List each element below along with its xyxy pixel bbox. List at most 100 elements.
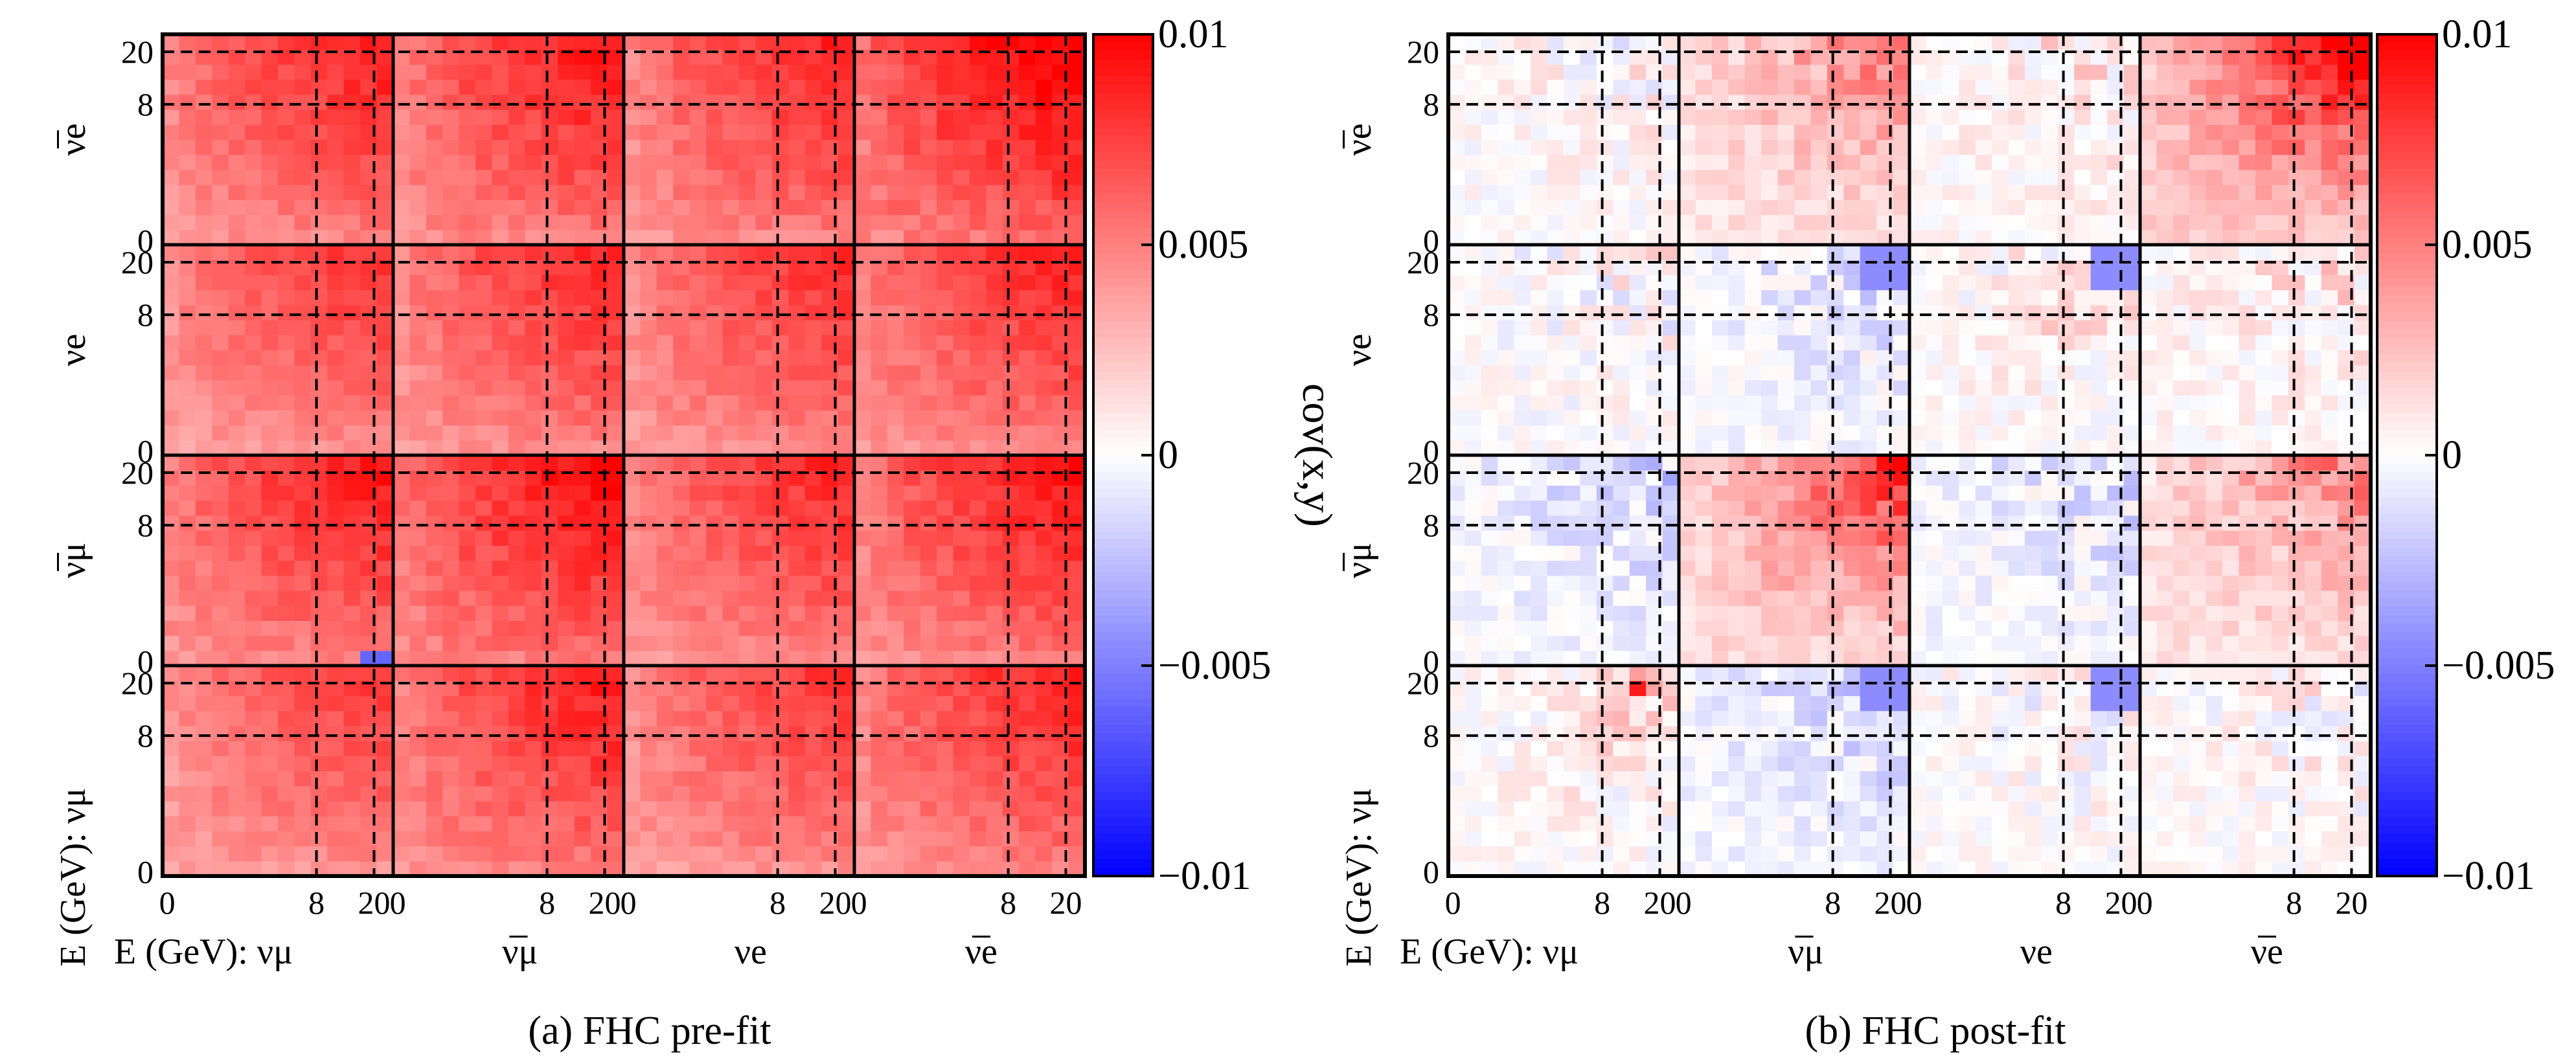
- heatmap-cell: [228, 741, 245, 756]
- heatmap-cell: [722, 440, 740, 456]
- heatmap-cell: [508, 275, 526, 291]
- heatmap-cell: [442, 785, 460, 802]
- heatmap-cell: [1465, 275, 1482, 291]
- heatmap-cell: [2255, 229, 2273, 245]
- heatmap-cell: [689, 771, 707, 787]
- heatmap-cell: [1679, 79, 1696, 95]
- heatmap-cell: [327, 605, 345, 621]
- heatmap-cell: [904, 681, 921, 697]
- heatmap-cell: [854, 515, 872, 531]
- heatmap-cell: [2189, 365, 2207, 381]
- heatmap-cell: [656, 816, 674, 831]
- heatmap-cell: [739, 109, 757, 125]
- heatmap-cell: [163, 575, 180, 591]
- heatmap-cell: [887, 756, 904, 772]
- heatmap-cell: [1942, 350, 1959, 366]
- heatmap-cell: [1068, 530, 1086, 546]
- heatmap-cell: [2272, 350, 2289, 366]
- heatmap-cell: [607, 530, 624, 546]
- heatmap-cell: [2123, 214, 2141, 231]
- heatmap-cell: [904, 425, 921, 441]
- heatmap-cell: [525, 575, 542, 591]
- heatmap-cell: [393, 620, 411, 636]
- heatmap-cell: [1761, 350, 1779, 366]
- heatmap-cell: [1695, 154, 1713, 170]
- heatmap-cell: [1794, 79, 1812, 95]
- heatmap-cell: [607, 831, 624, 847]
- heatmap-cell: [278, 379, 295, 396]
- heatmap-cell: [1481, 320, 1498, 335]
- heatmap-cell: [2354, 109, 2371, 125]
- heatmap-cell: [937, 635, 954, 651]
- heatmap-cell: [245, 124, 262, 141]
- heatmap-cell: [656, 64, 674, 80]
- heatmap-cell: [986, 395, 1003, 411]
- heatmap-cell: [2206, 79, 2223, 95]
- heatmap-cell: [1448, 139, 1466, 155]
- heatmap-cell: [953, 425, 970, 441]
- colorbar-step: [1093, 430, 1153, 439]
- heatmap-cell: [343, 335, 361, 351]
- heatmap-cell: [2189, 199, 2207, 216]
- heatmap-cell: [1481, 79, 1498, 95]
- heatmap-cell: [1860, 229, 1877, 245]
- heatmap-cell: [970, 440, 987, 456]
- heatmap-cell: [1629, 410, 1647, 426]
- heatmap-cell: [179, 861, 196, 877]
- heatmap-cell: [2041, 410, 2058, 426]
- heatmap-cell: [1613, 440, 1630, 456]
- heatmap-cell: [1514, 545, 1531, 561]
- heatmap-cell: [1002, 275, 1020, 291]
- heatmap-cell: [195, 741, 212, 756]
- heatmap-cell: [2140, 109, 2158, 125]
- heatmap-cell: [2206, 139, 2223, 155]
- heatmap-cell: [409, 681, 427, 697]
- heatmap-cell: [656, 350, 674, 366]
- heatmap-cell: [739, 635, 757, 651]
- heatmap-cell: [838, 365, 855, 381]
- heatmap-cell: [294, 785, 312, 802]
- colorbar-step: [1093, 312, 1153, 321]
- heatmap-cell: [1465, 545, 1482, 561]
- heatmap-cell: [442, 695, 460, 712]
- heatmap-cell: [2057, 335, 2075, 351]
- heatmap-cell: [492, 34, 509, 50]
- heatmap-cell: [2321, 320, 2338, 335]
- heatmap-cell: [722, 289, 740, 306]
- heatmap-cell: [278, 831, 295, 847]
- heatmap-cell: [2305, 34, 2322, 50]
- heatmap-cell: [475, 425, 493, 441]
- heatmap-cell: [541, 635, 558, 651]
- heatmap-cell: [2156, 34, 2174, 50]
- heatmap-cell: [459, 470, 476, 486]
- heatmap-cell: [2074, 379, 2092, 396]
- heatmap-cell: [1068, 545, 1086, 561]
- heatmap-cell: [278, 500, 295, 516]
- heatmap-cell: [937, 785, 954, 802]
- colorbar-step: [1093, 598, 1153, 607]
- heatmap-cell: [1531, 515, 1548, 531]
- heatmap-cell: [2239, 365, 2256, 381]
- heatmap-cell: [1893, 289, 1910, 306]
- heatmap-cell: [163, 650, 180, 666]
- heatmap-cell: [212, 470, 229, 486]
- heatmap-cell: [294, 545, 312, 561]
- heatmap-cell: [525, 169, 542, 185]
- heatmap-cell: [624, 169, 641, 185]
- heatmap-cell: [2074, 64, 2092, 80]
- heatmap-cell: [1068, 590, 1086, 606]
- heatmap-cell: [212, 109, 229, 125]
- heatmap-cell: [459, 365, 476, 381]
- heatmap-cell: [1843, 124, 1861, 141]
- heatmap-cell: [838, 756, 855, 772]
- heatmap-cell: [195, 199, 212, 216]
- heatmap-cell: [179, 620, 196, 636]
- heatmap-cell: [722, 590, 740, 606]
- heatmap-cell: [245, 650, 262, 666]
- heatmap-cell: [689, 756, 707, 772]
- heatmap-cell: [2321, 64, 2338, 80]
- heatmap-cell: [887, 275, 904, 291]
- heatmap-cell: [1711, 229, 1729, 245]
- heatmap-cell: [475, 320, 493, 335]
- heatmap-cell: [343, 650, 361, 666]
